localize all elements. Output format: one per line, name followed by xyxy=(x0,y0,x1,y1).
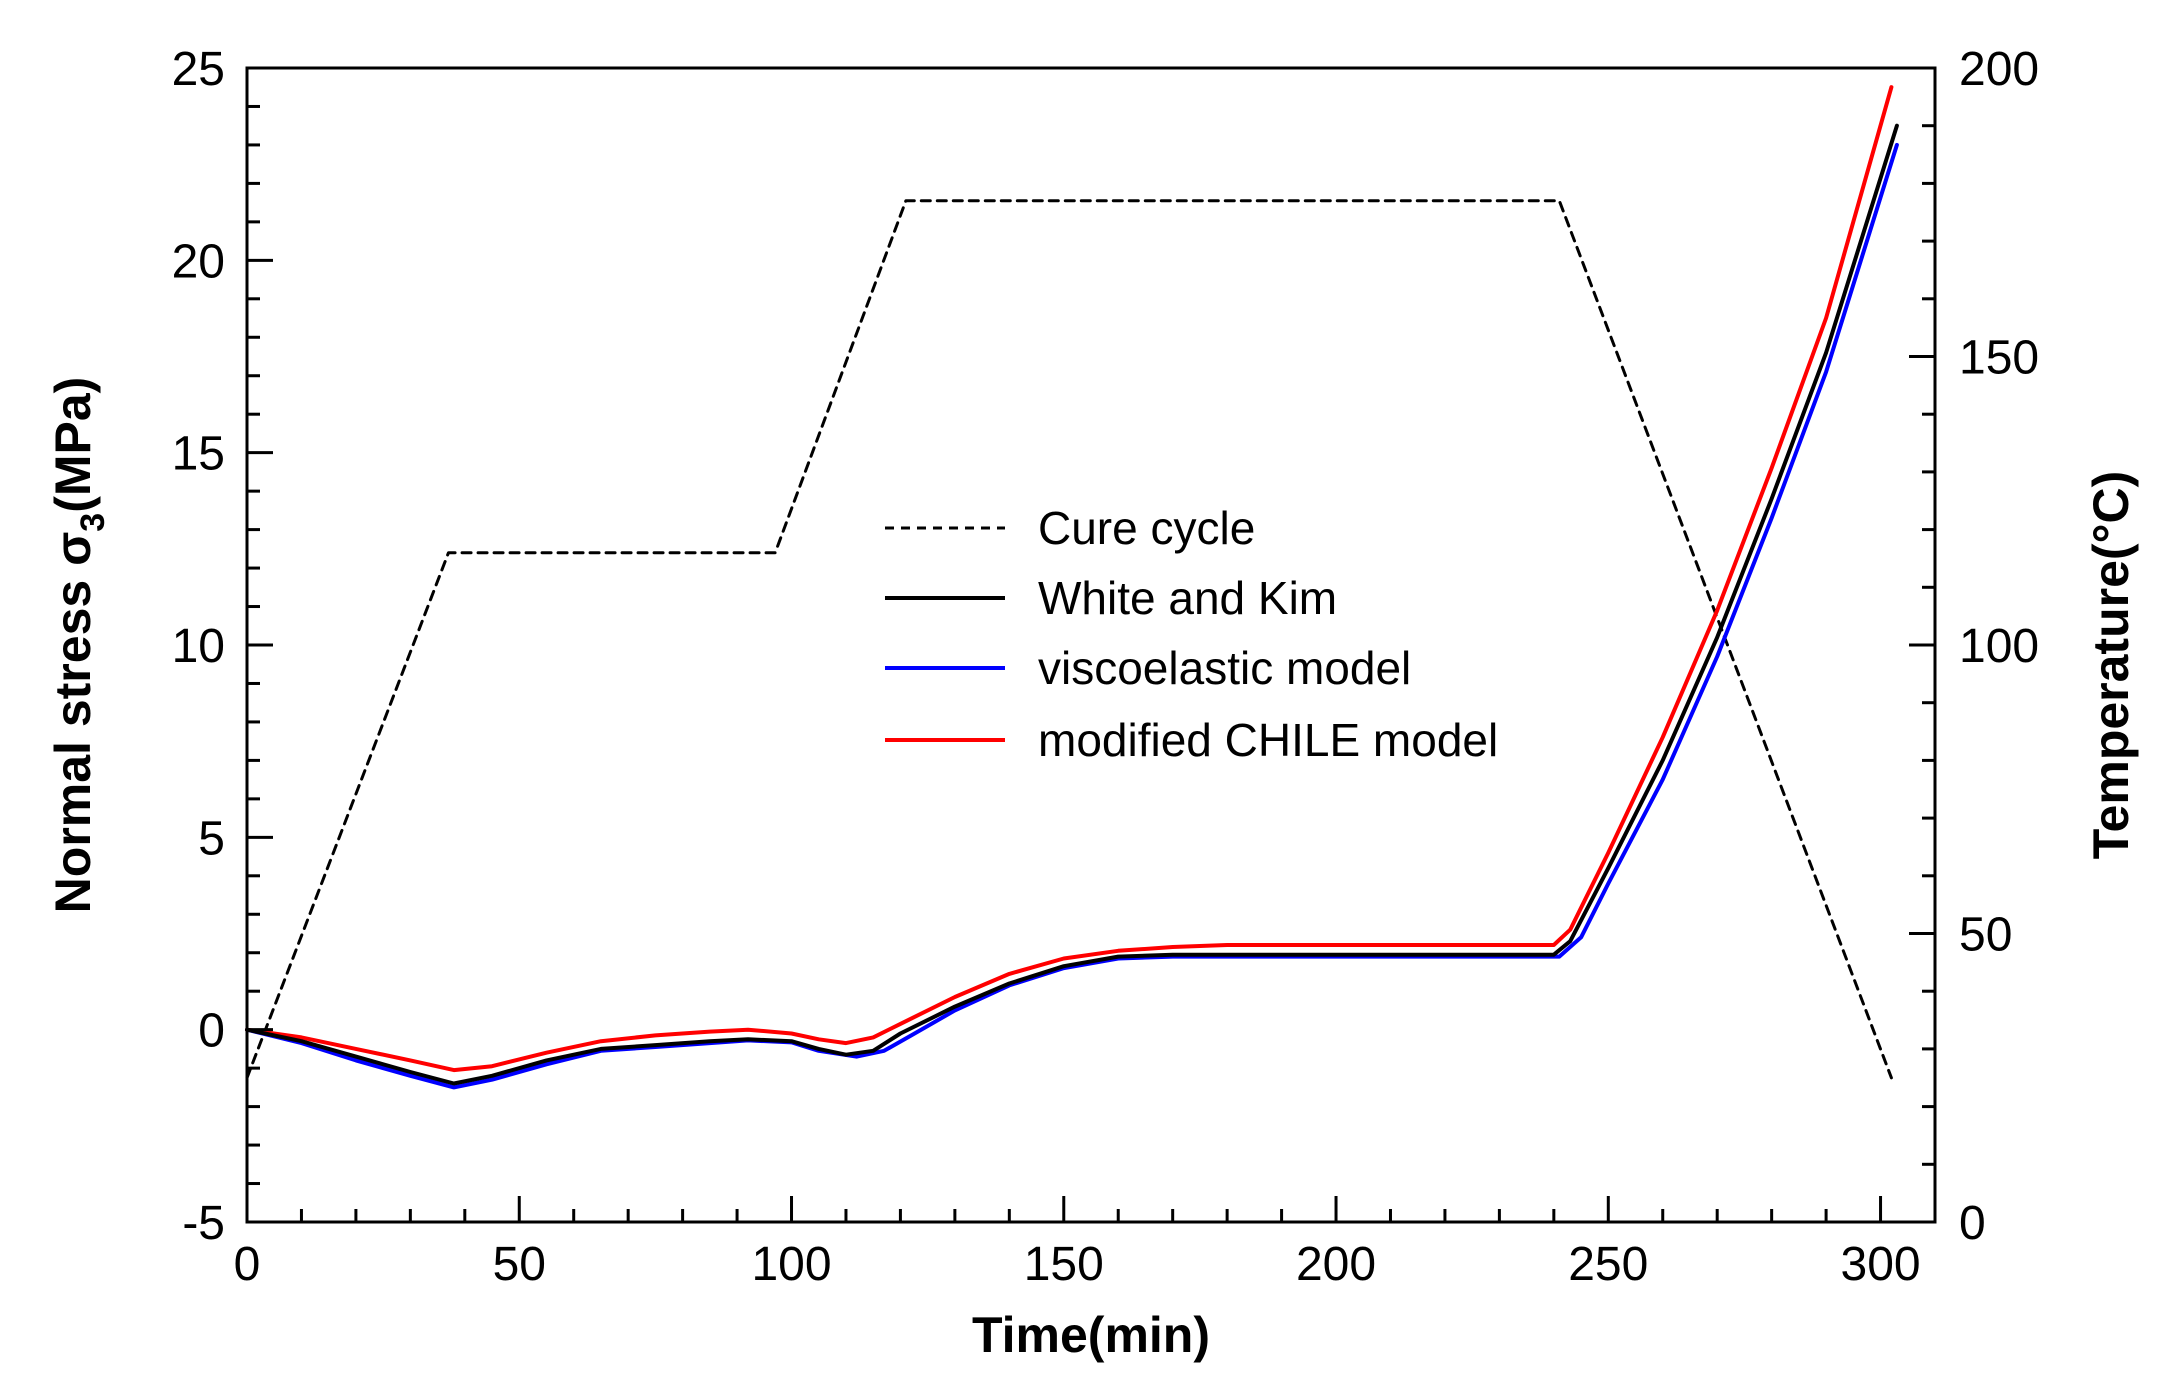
legend-label: viscoelastic model xyxy=(1038,642,1411,694)
y-tick-label: -5 xyxy=(182,1197,225,1250)
x-tick-label: 250 xyxy=(1568,1238,1648,1291)
y-tick-label: 10 xyxy=(172,620,225,673)
legend-label: Cure cycle xyxy=(1038,502,1255,554)
y2-tick-label: 0 xyxy=(1959,1197,1986,1250)
series-layer xyxy=(245,85,1899,1090)
legend: Cure cycle White and Kim viscoelastic mode… xyxy=(885,502,1498,766)
series-line-cure-cycle xyxy=(245,199,1893,1080)
y-tick-label: 5 xyxy=(198,812,225,865)
y-tick-label: 20 xyxy=(172,235,225,288)
y-tick-label: 25 xyxy=(172,43,225,96)
y-tick-label: 0 xyxy=(198,1005,225,1058)
x-tick-label: 100 xyxy=(751,1238,831,1291)
y2-tick-label: 200 xyxy=(1959,43,2039,96)
y-axis-title-subscript: 3 xyxy=(74,513,112,532)
x-tick-label: 150 xyxy=(1024,1238,1104,1291)
x-tick-label: 200 xyxy=(1296,1238,1376,1291)
y-axis-title-main: Normal stress σ xyxy=(45,532,101,914)
x-tick-label: 50 xyxy=(493,1238,546,1291)
series-line-white-and-kim xyxy=(245,123,1899,1086)
series-line-viscoelastic-model xyxy=(245,142,1899,1090)
ticks-layer: 0 50 100 150 200 250 300-505101520250501001502… xyxy=(172,43,2039,1291)
x-axis-title: Time(min) xyxy=(972,1307,1210,1363)
y2-tick-label: 50 xyxy=(1959,909,2012,962)
y-axis-title-unit: (MPa) xyxy=(45,377,101,513)
y-axis-title: Normal stress σ3(MPa) xyxy=(45,377,112,914)
legend-label: White and Kim xyxy=(1038,572,1337,624)
x-tick-label: 300 xyxy=(1841,1238,1921,1291)
series-line-modified-chile-model xyxy=(245,85,1894,1073)
y2-tick-label: 100 xyxy=(1959,620,2039,673)
y2-tick-label: 150 xyxy=(1959,332,2039,385)
y2-axis-title: Temperature(°C) xyxy=(2083,471,2139,860)
y-tick-label: 15 xyxy=(172,428,225,481)
legend-label: modified CHILE model xyxy=(1038,714,1498,766)
x-tick-label: 0 xyxy=(234,1238,261,1291)
